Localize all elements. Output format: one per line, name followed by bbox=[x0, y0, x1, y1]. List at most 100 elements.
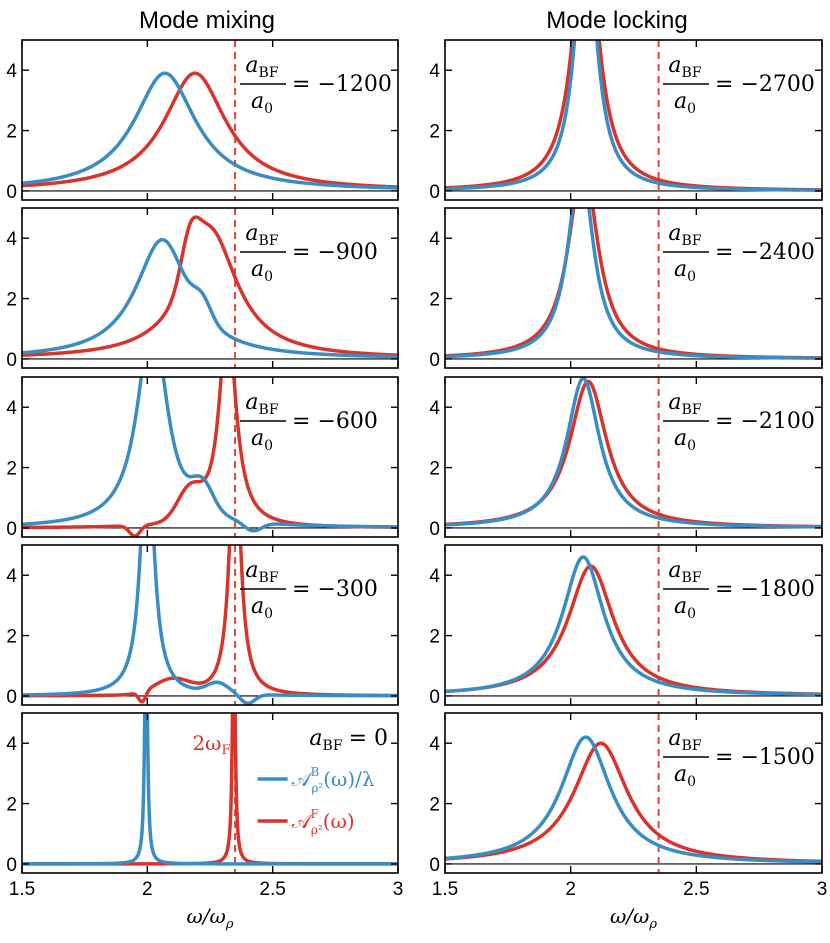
coupling-label: aBF = 0 bbox=[309, 726, 388, 754]
plot-frame bbox=[21, 39, 399, 201]
curves-group bbox=[22, 215, 398, 359]
curves-group bbox=[445, 208, 822, 360]
coupling-value: 0 bbox=[374, 726, 388, 751]
plot-frame bbox=[21, 376, 399, 538]
curves-group bbox=[445, 735, 822, 864]
column-title-mode-mixing: Mode mixing bbox=[139, 7, 275, 34]
plot-frame bbox=[444, 544, 823, 706]
coupling-equation: = −1200 bbox=[292, 72, 392, 97]
y-tick-label: 0 bbox=[6, 182, 17, 203]
y-tick-label: 4 bbox=[429, 566, 440, 587]
x-axis-label-sub: ρ bbox=[225, 917, 234, 932]
y-tick-label: 4 bbox=[429, 229, 440, 250]
label-sub: BF bbox=[682, 65, 702, 81]
legend-fermion-symbol: 𝒜 bbox=[292, 809, 313, 833]
y-tick-label: 4 bbox=[6, 734, 17, 755]
y-tick-label: 0 bbox=[429, 855, 440, 876]
y-tick-label: 2 bbox=[6, 459, 17, 480]
coupling-fraction-denominator: a0 bbox=[251, 594, 273, 622]
coupling-fraction-denominator: a0 bbox=[674, 426, 696, 454]
plot-frame bbox=[444, 39, 823, 201]
legend-fermion-tail: (ω) bbox=[323, 809, 355, 833]
label-eq: = bbox=[715, 72, 740, 97]
y-tick-label: 2 bbox=[6, 290, 17, 311]
legend-boson-symbol: 𝒜 bbox=[292, 767, 313, 791]
coupling-value: −1500 bbox=[740, 745, 814, 770]
y-tick-label: 2 bbox=[6, 122, 17, 143]
plot-frame bbox=[21, 544, 399, 706]
y-tick-label: 4 bbox=[6, 566, 17, 587]
label-a: a bbox=[674, 762, 687, 787]
boson-spectral-curve bbox=[445, 40, 822, 192]
label-a: a bbox=[674, 257, 687, 282]
label-eq: = bbox=[292, 409, 317, 434]
y-tick-label: 4 bbox=[429, 734, 440, 755]
label-a: a bbox=[251, 426, 264, 451]
coupling-equation: = −900 bbox=[292, 240, 378, 265]
legend-boson-tail: (ω)/λ bbox=[323, 767, 375, 791]
plot-frame bbox=[21, 712, 399, 874]
label-sub: BF bbox=[682, 738, 702, 754]
label-a: a bbox=[251, 257, 264, 282]
label-eq: = bbox=[715, 577, 740, 602]
coupling-fraction-numerator: aBF bbox=[668, 390, 701, 418]
label-sub: 0 bbox=[687, 269, 696, 285]
legend-boson-sup: B bbox=[311, 765, 320, 779]
coupling-fraction-denominator: a0 bbox=[251, 257, 273, 285]
y-tick-label: 0 bbox=[429, 350, 440, 371]
label-a: a bbox=[245, 221, 258, 246]
label-sub: BF bbox=[259, 65, 279, 81]
label-a: a bbox=[668, 390, 681, 415]
label-sub: BF bbox=[259, 233, 279, 249]
x-axis-label-sub: ρ bbox=[648, 917, 657, 932]
coupling-fraction-denominator: a0 bbox=[251, 426, 273, 454]
coupling-value: −1800 bbox=[740, 577, 814, 602]
label-sub: 0 bbox=[264, 269, 273, 285]
two-omega-f-label: 2ωF bbox=[192, 731, 230, 758]
x-tick-label: 2 bbox=[565, 879, 576, 900]
coupling-fraction-numerator: aBF bbox=[668, 558, 701, 586]
label-sub: BF bbox=[682, 570, 702, 586]
label-a: a bbox=[668, 221, 681, 246]
coupling-value: −2700 bbox=[740, 72, 814, 97]
y-tick-label: 2 bbox=[6, 795, 17, 816]
label-a: a bbox=[668, 726, 681, 751]
plot-frame bbox=[444, 207, 823, 369]
y-tick-label: 4 bbox=[6, 398, 17, 419]
legend-boson-text: 𝒜B ρ²(ω)/λ bbox=[292, 765, 375, 795]
x-tick-label: 1.5 bbox=[432, 879, 458, 900]
y-tick-label: 4 bbox=[429, 61, 440, 82]
plot-frame bbox=[444, 712, 823, 874]
curves-group bbox=[445, 555, 822, 697]
label-sub: BF bbox=[682, 233, 702, 249]
coupling-fraction-numerator: aBF bbox=[668, 53, 701, 81]
legend-fermion-text: 𝒜F ρ²(ω) bbox=[292, 807, 355, 837]
label-a: a bbox=[668, 558, 681, 583]
label-sub: BF bbox=[259, 402, 279, 418]
fermion-spectral-curve bbox=[22, 71, 398, 189]
label-eq: = bbox=[349, 726, 374, 751]
boson-spectral-curve bbox=[445, 377, 822, 529]
y-tick-label: 2 bbox=[429, 627, 440, 648]
y-tick-label: 2 bbox=[6, 627, 17, 648]
boson-spectral-curve bbox=[445, 735, 822, 864]
label-sub: 0 bbox=[264, 101, 273, 117]
coupling-value: −600 bbox=[317, 409, 377, 434]
label-a: a bbox=[668, 53, 681, 78]
y-tick-label: 4 bbox=[6, 61, 17, 82]
y-tick-label: 2 bbox=[429, 459, 440, 480]
y-tick-label: 4 bbox=[6, 229, 17, 250]
column-title-mode-locking: Mode locking bbox=[546, 7, 687, 34]
label-a: a bbox=[245, 390, 258, 415]
x-tick-label: 2.5 bbox=[683, 879, 709, 900]
boson-spectral-curve bbox=[22, 545, 398, 705]
two-omega-f-sub: F bbox=[222, 743, 231, 758]
x-axis-label-main: ω/ω bbox=[186, 904, 225, 928]
plot-frame bbox=[444, 376, 823, 538]
coupling-value: −300 bbox=[317, 577, 377, 602]
label-sub: 0 bbox=[264, 606, 273, 622]
boson-spectral-curve bbox=[445, 555, 822, 697]
